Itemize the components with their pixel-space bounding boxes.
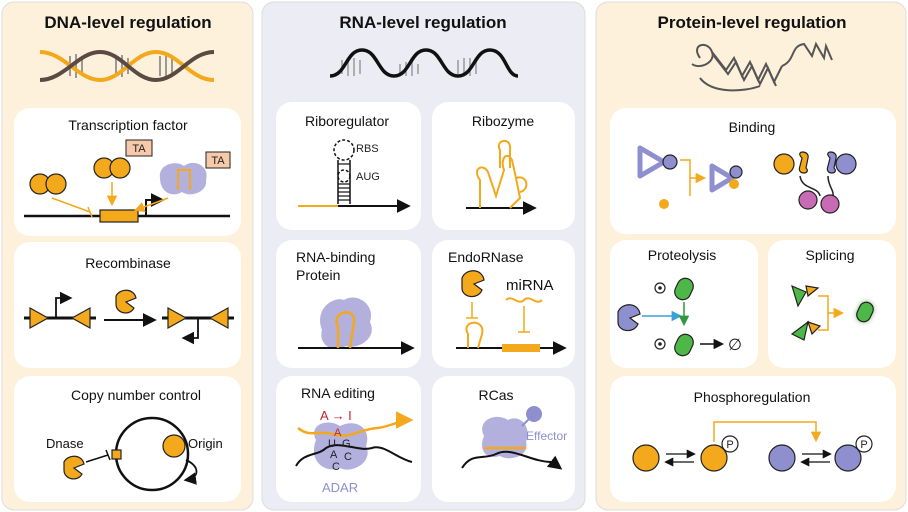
card-title-copy-number: Copy number control xyxy=(71,387,201,403)
base-g: G xyxy=(342,438,351,450)
riboregulator-diagram xyxy=(298,139,411,213)
base-u: U xyxy=(328,438,336,450)
base-c2: C xyxy=(332,461,340,473)
effector-label: Effector xyxy=(526,429,567,443)
protein-ribbon-icon xyxy=(691,41,833,92)
card-title-transcription-factor: Transcription factor xyxy=(68,117,188,133)
card-phosphoregulation xyxy=(610,376,896,502)
card-title-ribozyme: Ribozyme xyxy=(472,113,534,129)
card-title-rbp-line1: RNA-binding xyxy=(296,249,375,265)
p-label-2: P xyxy=(860,439,867,451)
rna-strand-icon xyxy=(329,48,519,78)
adar-label: ADAR xyxy=(322,480,358,495)
transcription-factor-diagram: TA TA xyxy=(24,139,231,223)
card-title-proteolysis: Proteolysis xyxy=(648,247,716,263)
base-a: A xyxy=(330,449,338,461)
base-a-top: A xyxy=(334,427,342,439)
card-title-binding: Binding xyxy=(729,119,776,135)
proteolysis-diagram xyxy=(617,277,725,357)
binding-diagram xyxy=(637,145,857,214)
dna-helix-icon xyxy=(39,49,215,83)
ta-label-1: TA xyxy=(132,143,146,155)
ta-label-2: TA xyxy=(211,155,225,167)
base-c1: C xyxy=(344,451,352,463)
card-riboregulator xyxy=(276,102,421,230)
card-title-recombinase: Recombinase xyxy=(85,255,171,271)
rcas-diagram xyxy=(461,406,563,470)
phosphoregulation-diagram xyxy=(632,421,873,472)
splicing-diagram xyxy=(790,284,874,341)
panel-title-protein: Protein-level regulation xyxy=(658,13,847,32)
card-title-phosphoregulation: Phosphoregulation xyxy=(694,389,811,405)
origin-label: Origin xyxy=(188,436,223,451)
dnase-label: Dnase xyxy=(46,436,84,451)
endornase-diagram xyxy=(456,270,567,355)
panel-title-dna: DNA-level regulation xyxy=(44,13,211,32)
ribozyme-diagram xyxy=(466,140,537,215)
p-label-1: P xyxy=(726,439,733,451)
card-title-rbp-line2: Protein xyxy=(296,267,340,283)
aug-label: AUG xyxy=(356,171,380,183)
edit-label: A → I xyxy=(320,408,352,423)
copy-number-diagram xyxy=(63,416,198,492)
empty-set-label: ∅ xyxy=(728,337,742,354)
card-title-endornase: EndoRNase xyxy=(448,249,524,265)
rbs-label: RBS xyxy=(356,143,379,155)
card-title-splicing: Splicing xyxy=(805,247,854,263)
panel-title-rna: RNA-level regulation xyxy=(339,13,506,32)
recombinase-diagram xyxy=(24,289,234,345)
card-title-rna-editing: RNA editing xyxy=(301,385,375,401)
rbp-diagram xyxy=(298,297,415,355)
card-title-rcas: RCas xyxy=(478,387,513,403)
card-title-riboregulator: Riboregulator xyxy=(305,113,389,129)
rna-editing-diagram xyxy=(295,411,414,470)
mirna-label: miRNA xyxy=(506,277,554,294)
